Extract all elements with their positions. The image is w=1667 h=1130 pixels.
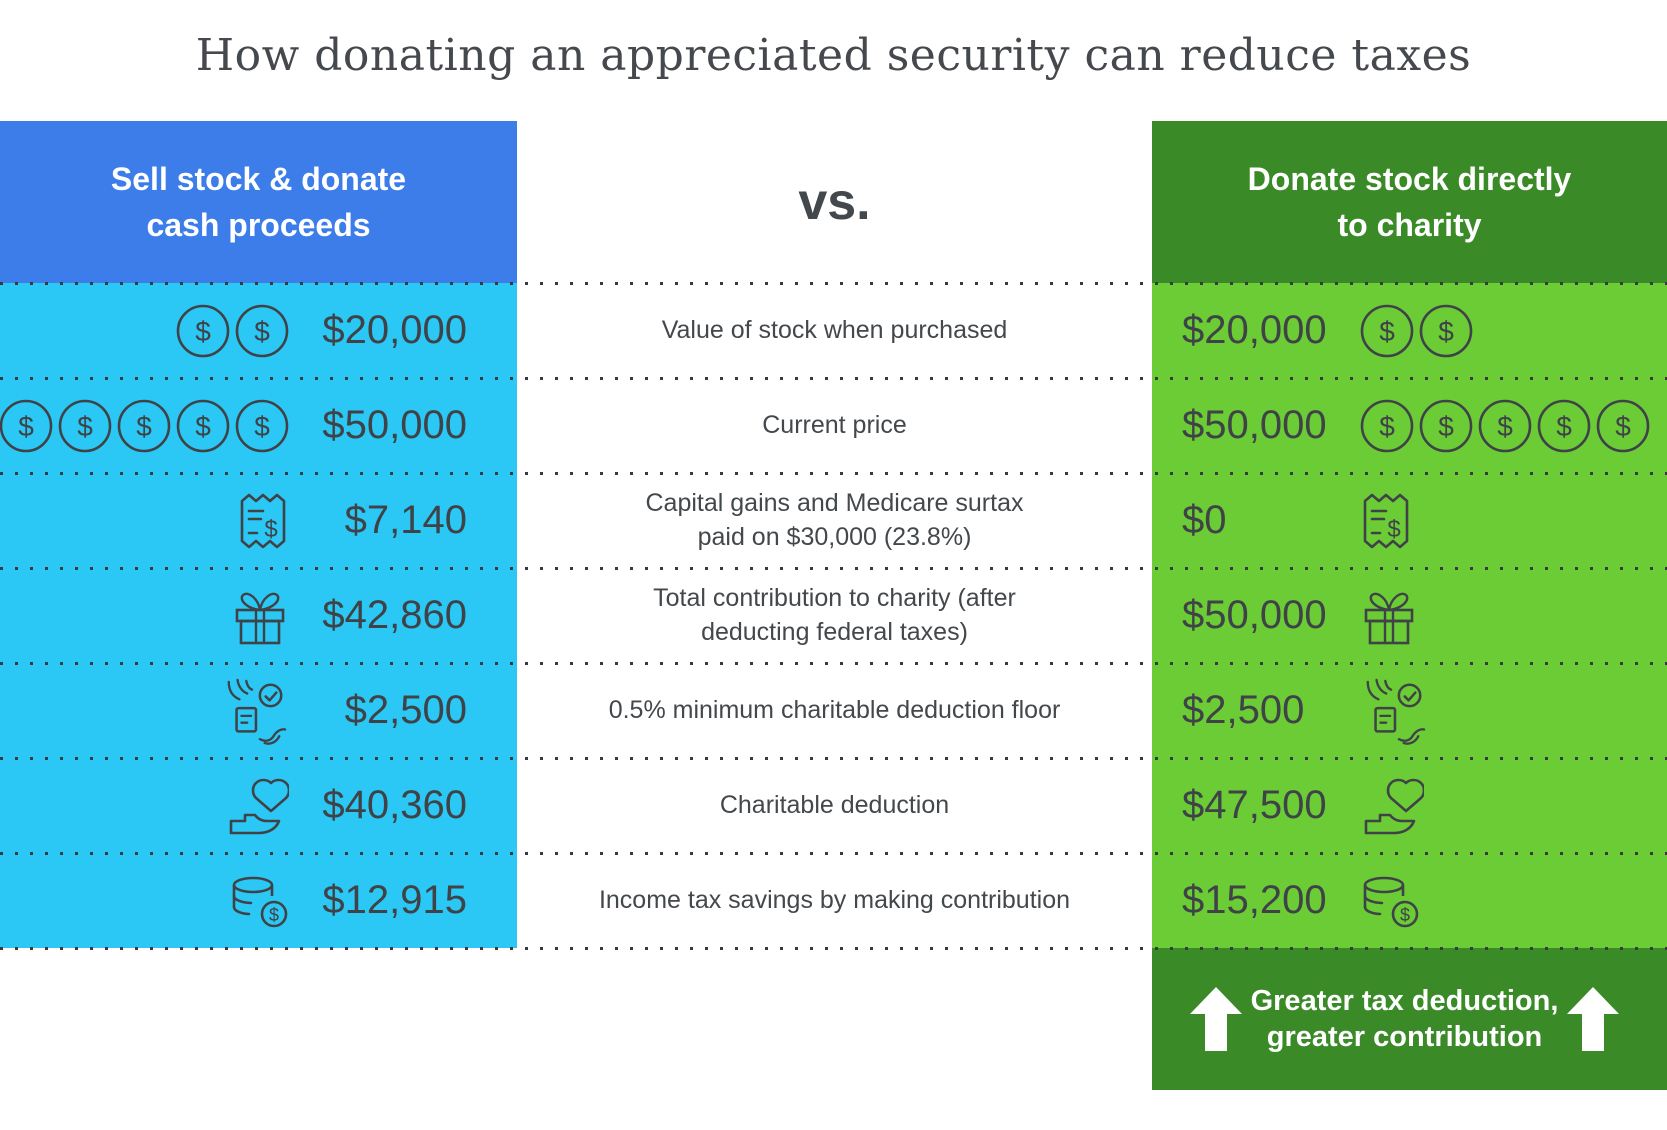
table-row: $7,140 Capital gains and Medicare surtax…	[0, 473, 1667, 568]
up-arrow-icon	[1567, 987, 1619, 1051]
dollar-coin-icon	[1537, 399, 1591, 453]
right-value: $50,000	[1182, 403, 1327, 447]
right-value: $0	[1182, 498, 1227, 542]
right-value: $15,200	[1182, 878, 1327, 922]
left-value: $20,000	[322, 308, 467, 352]
table-row: $42,860 Total contribution to charity (a…	[0, 568, 1667, 663]
left-value: $12,915	[322, 878, 467, 922]
up-arrow-icon	[1190, 987, 1242, 1051]
coin-stack-icon	[1360, 873, 1420, 929]
page-title: How donating an appreciated security can…	[195, 30, 1472, 81]
row-label: Total contribution to charity (after ded…	[653, 583, 1016, 646]
coin-stack-icon	[229, 873, 289, 929]
header-right-column: Donate stock directly to charity	[1152, 121, 1667, 283]
hands-document-check-icon	[1360, 677, 1428, 745]
right-value: $50,000	[1182, 593, 1327, 637]
gift-icon	[1360, 586, 1418, 646]
row-label: Income tax savings by making contributio…	[598, 885, 1071, 914]
table-row: $50,000 Current price $50,000	[0, 378, 1667, 473]
comparison-table: Sell stock & donate cash proceeds vs. Do…	[0, 121, 1667, 950]
row-divider	[0, 566, 1667, 570]
right-value: $20,000	[1182, 308, 1327, 352]
dollar-coin-icon	[1478, 399, 1532, 453]
dollar-coin-icon	[235, 304, 289, 358]
left-value: $7,140	[344, 498, 467, 542]
dollar-coin-icon	[58, 399, 112, 453]
footer-banner: Greater tax deduction, greater contribut…	[1152, 948, 1667, 1090]
left-value: $2,500	[344, 688, 467, 732]
row-divider	[0, 851, 1667, 855]
table-row: $40,360 Charitable deduction $47,500	[0, 758, 1667, 853]
row-label: Charitable deduction	[719, 790, 950, 819]
row-divider	[0, 661, 1667, 665]
dollar-coin-icon	[235, 399, 289, 453]
hand-heart-icon	[1360, 776, 1424, 836]
header-left-column: Sell stock & donate cash proceeds	[0, 121, 517, 283]
right-value: $2,500	[1182, 688, 1305, 732]
row-divider	[0, 281, 1667, 285]
row-divider	[0, 471, 1667, 475]
row-divider	[0, 946, 1667, 950]
row-label: Capital gains and Medicare surtax paid o…	[645, 488, 1024, 551]
left-value: $42,860	[322, 593, 467, 637]
table-row: $12,915 Income tax savings by making con…	[0, 853, 1667, 948]
dollar-coin-icon	[0, 399, 53, 453]
left-value: $40,360	[322, 783, 467, 827]
row-divider	[0, 756, 1667, 760]
right-value: $47,500	[1182, 783, 1327, 827]
row-label: Value of stock when purchased	[661, 315, 1008, 344]
vs-label: vs.	[798, 173, 871, 231]
left-value: $50,000	[322, 403, 467, 447]
row-label: Current price	[762, 410, 907, 439]
dollar-coin-icon	[117, 399, 171, 453]
dollar-coin-icon	[1419, 304, 1473, 358]
dollar-coin-icon	[1419, 399, 1473, 453]
hands-document-check-icon	[221, 677, 289, 745]
table-row: $2,500 0.5% minimum charitable deduction…	[0, 663, 1667, 758]
receipt-icon	[1360, 490, 1412, 552]
footer-text: Greater tax deduction, greater contribut…	[1250, 984, 1559, 1053]
dollar-coin-icon	[1360, 304, 1414, 358]
dollar-coin-icon	[176, 304, 230, 358]
receipt-icon	[237, 490, 289, 552]
gift-icon	[231, 586, 289, 646]
header-row: Sell stock & donate cash proceeds vs. Do…	[0, 121, 1667, 283]
dollar-coin-icon	[1596, 399, 1650, 453]
table-row: $20,000 Value of stock when purchased $2…	[0, 283, 1667, 378]
row-divider	[0, 376, 1667, 380]
dollar-coin-icon	[176, 399, 230, 453]
hand-heart-icon	[225, 776, 289, 836]
row-label: 0.5% minimum charitable deduction floor	[608, 695, 1061, 724]
dollar-coin-icon	[1360, 399, 1414, 453]
